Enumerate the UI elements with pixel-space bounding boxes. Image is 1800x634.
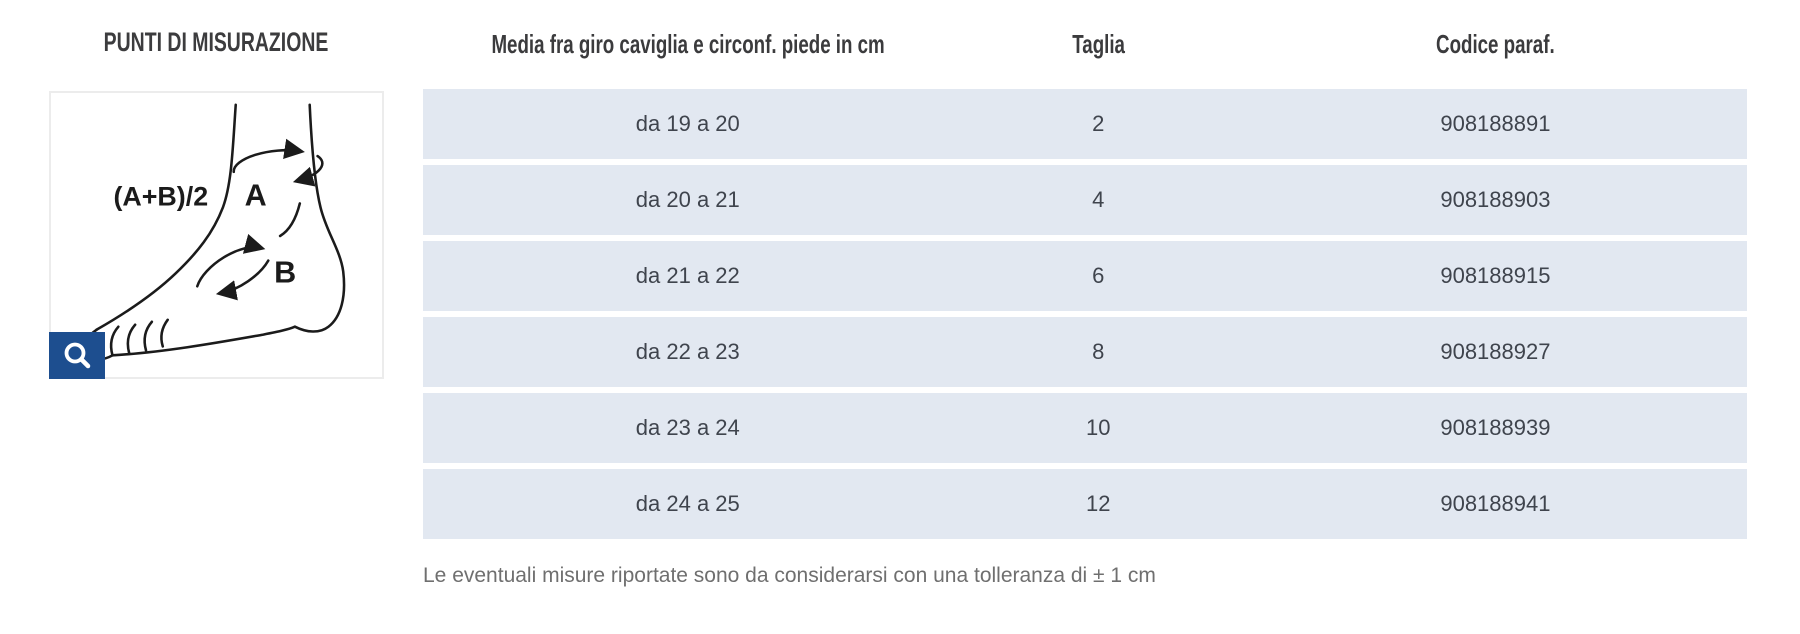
tolerance-note: Le eventuali misure riportate sono da co… (423, 564, 1156, 587)
table-row: da 21 a 22 6 908188915 (423, 241, 1747, 311)
measurement-panel: PUNTI DI MISURAZIONE (49, 28, 384, 379)
size-table: Media fra giro caviglia e circonf. piede… (423, 0, 1747, 589)
measurement-diagram-box: (A+B)/2 A B (49, 91, 384, 379)
cell-measure: da 22 a 23 (635, 339, 740, 364)
table-row: da 19 a 20 2 908188891 (423, 89, 1747, 159)
foot-outline-right-heel (293, 103, 346, 333)
formula-label: (A+B)/2 (113, 181, 208, 211)
measure-loop-b-return (215, 259, 270, 301)
ankle-tendon-line (278, 202, 302, 238)
magnifier-icon (64, 342, 91, 368)
point-b-label: B (274, 255, 296, 289)
cell-code: 908188915 (1440, 263, 1551, 288)
cell-code: 908188941 (1440, 491, 1551, 516)
table-row: da 20 a 21 4 908188903 (423, 165, 1747, 235)
cell-code: 908188939 (1440, 415, 1551, 440)
measure-loop-b (195, 233, 266, 288)
cell-measure: da 20 a 21 (635, 187, 740, 212)
cell-size: 4 (1092, 187, 1105, 212)
cell-measure: da 21 a 22 (635, 263, 740, 288)
header-code: Codice paraf. (1436, 29, 1555, 59)
foot-sole (111, 325, 297, 357)
toe-line-3 (143, 320, 154, 352)
table-row: da 22 a 23 8 908188927 (423, 317, 1747, 387)
header-size: Taglia (1071, 29, 1125, 59)
header-measure: Media fra giro caviglia e circonf. piede… (491, 29, 885, 59)
cell-measure: da 23 a 24 (635, 415, 740, 440)
cell-measure: da 24 a 25 (635, 491, 740, 516)
cell-measure: da 19 a 20 (635, 111, 740, 136)
size-table-header-row: Media fra giro caviglia e circonf. piede… (423, 0, 1747, 89)
table-row: da 23 a 24 10 908188939 (423, 393, 1747, 463)
cell-size: 6 (1092, 263, 1105, 288)
toe-line-2 (126, 323, 137, 355)
foot-outline-left (95, 103, 238, 331)
point-a-label: A (245, 178, 267, 212)
toe-line-1 (109, 325, 120, 357)
cell-code: 908188927 (1440, 339, 1551, 364)
cell-size: 2 (1092, 111, 1105, 136)
table-row: da 24 a 25 12 908188941 (423, 469, 1747, 539)
toe-line-4 (160, 318, 169, 348)
zoom-image-button[interactable] (49, 332, 105, 379)
cell-size: 12 (1085, 491, 1111, 516)
cell-size: 8 (1092, 339, 1105, 364)
cell-code: 908188903 (1440, 187, 1551, 212)
cell-size: 10 (1085, 415, 1111, 440)
ankle-foot-diagram: (A+B)/2 A B (81, 103, 346, 361)
measurement-panel-title-text: PUNTI DI MISURAZIONE (104, 27, 329, 57)
measure-loop-a-return (292, 154, 324, 187)
measure-loop-a (232, 138, 305, 174)
measurement-panel-title: PUNTI DI MISURAZIONE (49, 28, 384, 56)
cell-code: 908188891 (1440, 111, 1551, 136)
